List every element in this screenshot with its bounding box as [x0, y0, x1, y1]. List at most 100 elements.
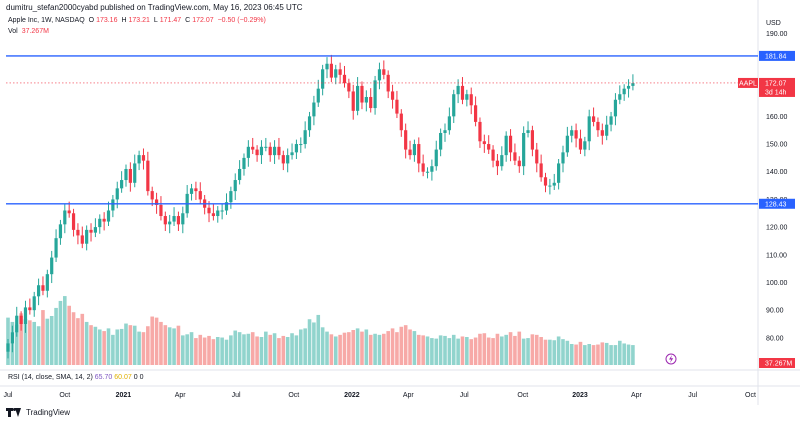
volume-bar [67, 305, 71, 365]
volume-bar [548, 339, 552, 365]
candle-body [238, 168, 242, 181]
lightning-icon-glyph [669, 355, 674, 363]
candle-body [150, 191, 154, 200]
candle-body [290, 152, 294, 156]
volume-bar [102, 331, 106, 365]
candle-body [281, 155, 285, 164]
volume-bar [574, 344, 578, 365]
candle-body [115, 188, 119, 200]
candle-body [312, 102, 316, 117]
candle-body [618, 94, 622, 100]
volume-bar [425, 336, 430, 365]
candle-body [325, 63, 329, 70]
volume-bar [167, 327, 172, 365]
volume-bar [412, 331, 417, 365]
open-label: O [88, 17, 95, 24]
volume-bar [49, 316, 54, 365]
price-tick-label: 110.00 [766, 252, 787, 259]
volume-bar [495, 333, 500, 365]
volume-bar [430, 338, 434, 365]
volume-bar [181, 335, 185, 365]
candle-body [307, 116, 312, 131]
volume-bar [172, 328, 176, 365]
candle-body [189, 188, 194, 194]
volume-bar [242, 334, 246, 365]
volume-bar [71, 312, 76, 365]
volume-bar [84, 321, 89, 365]
last-price-tag-text: 172.07 [765, 80, 787, 87]
tradingview-logo-icon [6, 408, 22, 417]
volume-bar [434, 338, 439, 365]
volume-bar [408, 329, 412, 365]
candle-body [473, 105, 478, 122]
candle-body [93, 227, 97, 233]
candle-body [294, 144, 299, 153]
candle-body [574, 130, 578, 139]
rsi-value-4: 0 [139, 374, 144, 381]
price-tick-label: 190.00 [766, 31, 788, 38]
volume-bar [390, 328, 395, 365]
candle-body [50, 257, 54, 275]
volume-bar [569, 344, 574, 365]
volume-bar [316, 314, 321, 365]
candle-body [242, 157, 246, 169]
rsi-label[interactable]: RSI (14, close, SMA, 14, 2) [8, 374, 93, 381]
candle-body [522, 132, 526, 167]
volume-bar [329, 334, 334, 365]
candle-body [102, 218, 106, 222]
volume-bar [543, 339, 548, 365]
volume-bar [272, 333, 277, 365]
candle-body [133, 163, 137, 183]
volume-bar [233, 330, 238, 365]
candle-body [631, 83, 635, 86]
volume-bar [473, 337, 478, 365]
candle-body [272, 146, 277, 156]
volume-bar [36, 326, 41, 365]
volume-label[interactable]: Vol [8, 28, 18, 35]
price-tick-label: 100.00 [766, 280, 788, 287]
candle-body [587, 116, 591, 142]
candle-body [6, 343, 10, 352]
rsi-legend: RSI (14, close, SMA, 14, 2) 65.70 60.07 … [8, 374, 144, 381]
candle-body [404, 130, 408, 150]
volume-bar [486, 337, 491, 365]
candle-body [417, 144, 421, 164]
volume-bar [438, 335, 443, 365]
volume-bar [618, 340, 622, 365]
candle-body [141, 155, 146, 161]
time-tick-label: Apr [631, 392, 643, 399]
candle-body [565, 135, 569, 153]
time-tick-label: Jul [232, 392, 241, 399]
candle-body [351, 91, 355, 111]
time-tick-label: Oct [517, 392, 528, 399]
volume-bar [224, 339, 229, 365]
candle-body [430, 166, 434, 172]
volume-bar [207, 335, 211, 365]
candle-body [154, 199, 159, 205]
time-tick-label: Apr [175, 392, 187, 399]
candle-body [347, 83, 351, 92]
candle-body [194, 188, 198, 192]
time-tick-label: Jul [4, 392, 13, 399]
brand-name: TradingView [26, 408, 71, 417]
volume-bar [132, 325, 137, 365]
volume-bar [264, 331, 268, 365]
candle-body [434, 149, 438, 167]
volume-bar [255, 336, 259, 365]
candle-body [390, 91, 395, 100]
candle-body [504, 135, 508, 156]
candle-body [216, 210, 220, 217]
time-tick-label: Apr [403, 392, 415, 399]
volume-bar [539, 337, 543, 365]
volume-bar [395, 332, 399, 365]
volume-bar [578, 341, 583, 365]
volume-bar [97, 329, 102, 365]
volume-bar [609, 345, 613, 365]
volume-bar [215, 337, 220, 365]
candle-body [128, 168, 132, 183]
symbol-info[interactable]: Apple Inc, 1W, NASDAQ [8, 17, 85, 24]
candle-body [487, 144, 491, 150]
candle-body [447, 116, 451, 131]
volume-bar [320, 327, 325, 365]
